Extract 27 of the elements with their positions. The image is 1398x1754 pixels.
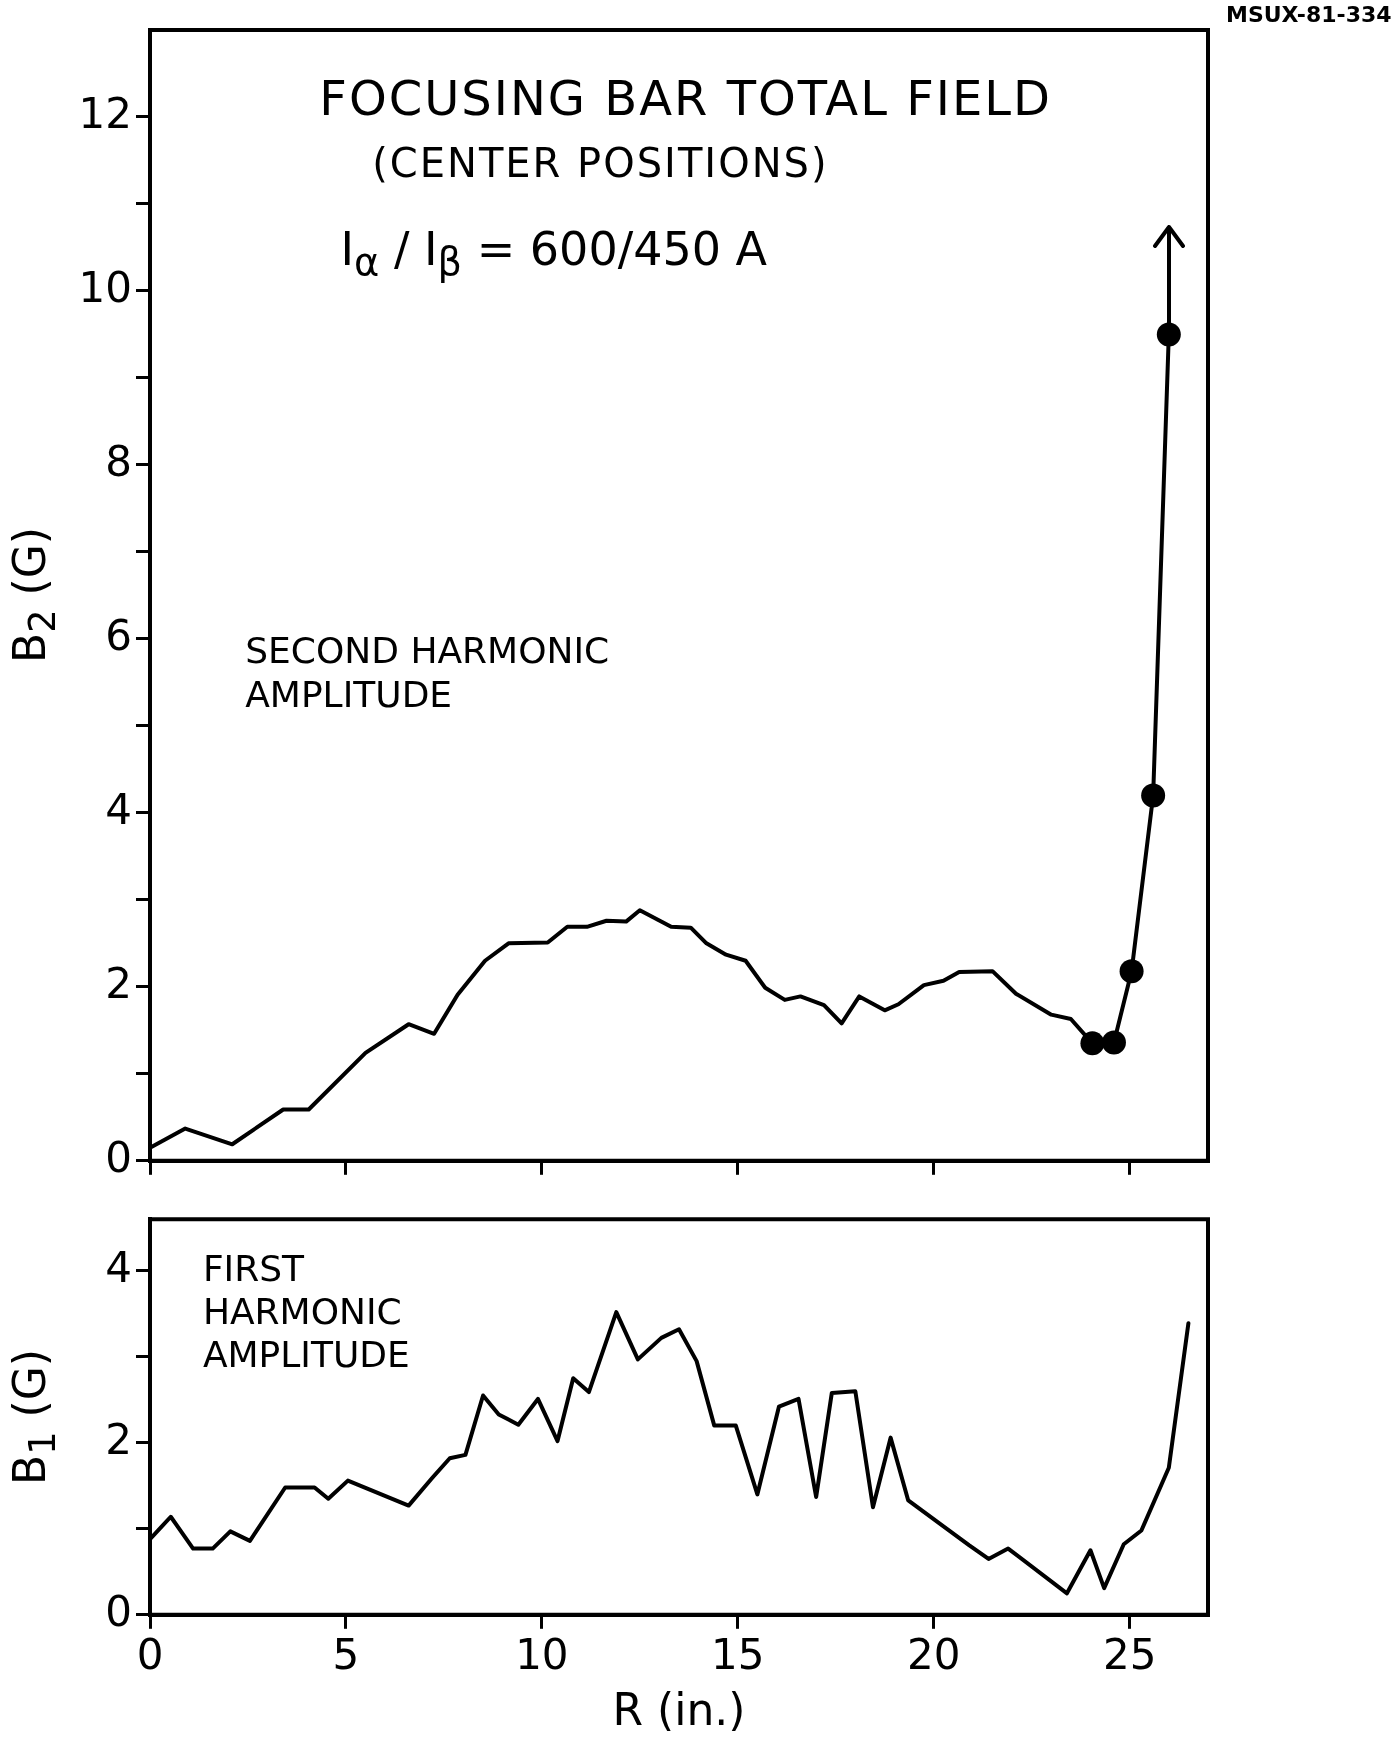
x-tick-label: 5 [332, 1629, 360, 1679]
y-tick-label: 10 [78, 262, 132, 312]
y-tick-label: 0 [105, 1132, 132, 1182]
x-tick-label: 20 [906, 1629, 961, 1679]
text: FOCUSING BAR TOTAL FIELD [319, 70, 1052, 126]
x-tick-label: 0 [136, 1629, 164, 1679]
x-tick-label: 10 [515, 1629, 569, 1679]
y-tick-label: 4 [105, 1242, 132, 1292]
y-tick-label: 2 [105, 1414, 132, 1464]
point [1141, 783, 1166, 808]
y-tick-label: 8 [105, 436, 132, 486]
y-tick-label: 2 [105, 958, 132, 1008]
annotation: SECOND HARMONIC AMPLITUDE [245, 629, 611, 716]
point [1119, 959, 1144, 984]
y-tick-label: 0 [105, 1586, 132, 1636]
y-tick-label: 4 [105, 784, 132, 834]
annotation: I$_{α}$ / I$_{β}$ = 600/450 A [340, 222, 768, 285]
y-tick-label: 6 [105, 610, 132, 660]
x-tick-label: 25 [1102, 1629, 1157, 1679]
text: (CENTER POSITIONS) [372, 140, 829, 186]
annotation: FIRST HARMONIC AMPLITUDE [202, 1246, 411, 1377]
x-tick-label: 15 [711, 1629, 765, 1679]
y-tick-label: 12 [78, 88, 132, 138]
x-axis-title: R (in.) [612, 1684, 746, 1736]
text: MSUX-81-334 [1226, 2, 1392, 27]
point [1156, 322, 1181, 347]
point [1101, 1030, 1126, 1055]
